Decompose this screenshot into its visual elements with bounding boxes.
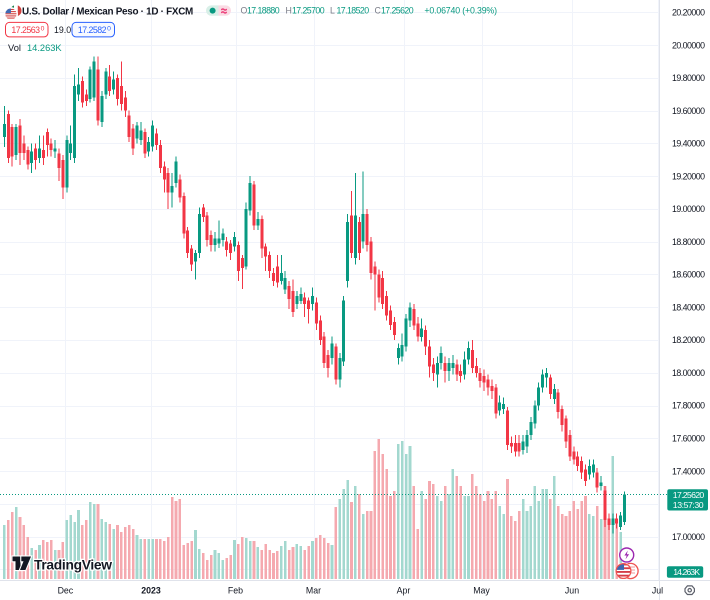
svg-text:17.2563: 17.2563 — [11, 25, 40, 35]
svg-text:17.18520: 17.18520 — [337, 6, 370, 16]
svg-text:17.00000: 17.00000 — [672, 532, 705, 542]
svg-text:Dec: Dec — [58, 586, 74, 596]
svg-text:17.25620: 17.25620 — [673, 490, 705, 500]
svg-text:May: May — [473, 586, 490, 596]
svg-text:U.S. Dollar / Mexican Peso · 1: U.S. Dollar / Mexican Peso · 1D · FXCM — [22, 6, 193, 17]
svg-text:H: H — [286, 6, 292, 16]
svg-text:Vol: Vol — [8, 43, 21, 53]
svg-text:17.40000: 17.40000 — [672, 466, 705, 476]
svg-text:17.80000: 17.80000 — [672, 401, 705, 411]
svg-text:C: C — [375, 6, 382, 16]
svg-text:0: 0 — [107, 26, 111, 33]
svg-text:13:57:30: 13:57:30 — [673, 500, 704, 510]
svg-text:14.263K: 14.263K — [673, 567, 700, 577]
svg-text:18.40000: 18.40000 — [672, 303, 705, 313]
svg-text:18.60000: 18.60000 — [672, 270, 705, 280]
svg-text:18.80000: 18.80000 — [672, 237, 705, 247]
svg-text:17.25620: 17.25620 — [381, 6, 414, 16]
svg-text:O: O — [241, 6, 248, 16]
svg-text:2023: 2023 — [141, 586, 161, 596]
svg-text:Jun: Jun — [565, 586, 579, 596]
svg-text:19.0: 19.0 — [54, 25, 71, 35]
svg-text:17.2582: 17.2582 — [78, 25, 107, 35]
svg-text:19.20000: 19.20000 — [672, 171, 705, 181]
svg-text:19.80000: 19.80000 — [672, 73, 705, 83]
svg-text:19.00000: 19.00000 — [672, 204, 705, 214]
svg-text:19.60000: 19.60000 — [672, 106, 705, 116]
svg-text:18.00000: 18.00000 — [672, 368, 705, 378]
svg-text:19.40000: 19.40000 — [672, 139, 705, 149]
svg-text:20.20000: 20.20000 — [672, 8, 705, 18]
svg-text:17.18880: 17.18880 — [247, 6, 280, 16]
svg-text:18.20000: 18.20000 — [672, 335, 705, 345]
svg-text:0: 0 — [41, 26, 45, 33]
svg-text:TradingView: TradingView — [34, 557, 112, 572]
svg-text:+0.06740 (+0.39%): +0.06740 (+0.39%) — [424, 6, 497, 16]
svg-text:17.60000: 17.60000 — [672, 434, 705, 444]
svg-text:L: L — [330, 6, 335, 16]
svg-text:20.00000: 20.00000 — [672, 40, 705, 50]
svg-text:Apr: Apr — [397, 586, 411, 596]
svg-text:Feb: Feb — [228, 586, 243, 596]
svg-text:17.25700: 17.25700 — [292, 6, 325, 16]
svg-text:14.263K: 14.263K — [27, 43, 62, 53]
svg-text:Jul: Jul — [652, 586, 663, 596]
svg-text:Mar: Mar — [306, 586, 321, 596]
